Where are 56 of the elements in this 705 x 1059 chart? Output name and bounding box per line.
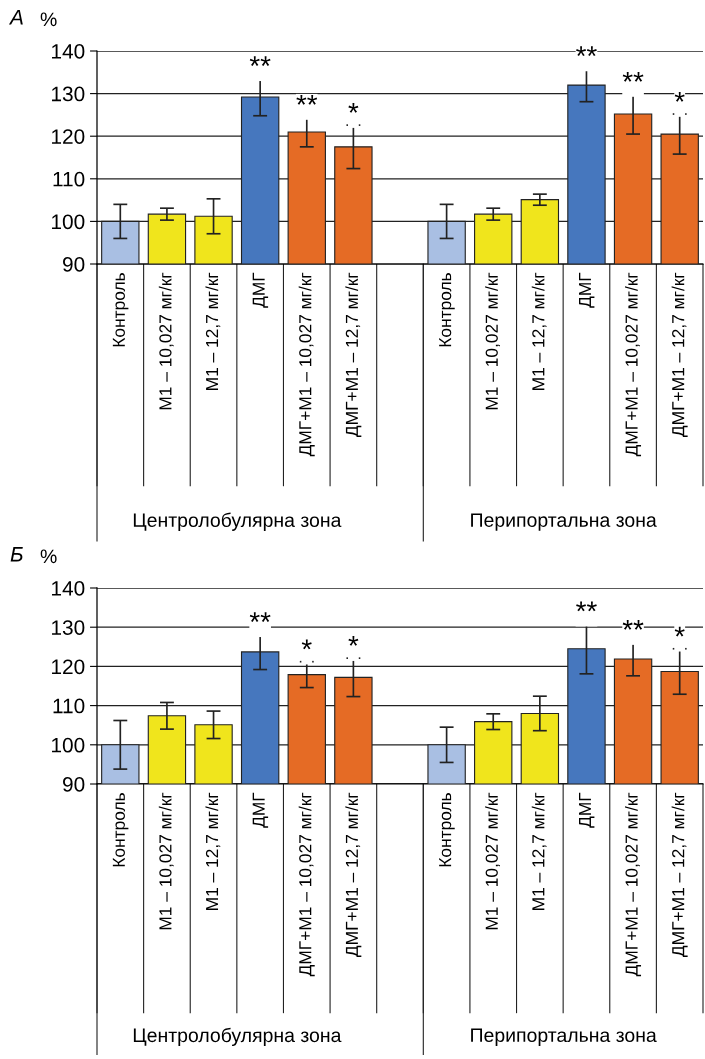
x-tick-label: ДМГ+М1 – 12,7 мг/кг bbox=[671, 792, 688, 958]
text: Перипортальна зона bbox=[471, 1028, 657, 1046]
y-tick-label: 110 bbox=[53, 171, 85, 187]
y-tick-label: 120 bbox=[52, 659, 85, 675]
x-tick-label: М1 – 10,027 мг/кг bbox=[158, 272, 174, 410]
x-tick-label: ДМГ+М1 – 12,7 мг/кг bbox=[345, 792, 362, 958]
x-tick-label: ДМГ bbox=[252, 272, 269, 308]
y-tick-label: 130 bbox=[52, 86, 85, 102]
x-tick-label: ДМГ+М1 – 10,027 мг/кг bbox=[624, 272, 642, 457]
data-label: * bbox=[348, 103, 359, 113]
y-axis-title: % bbox=[40, 549, 57, 564]
x-tick-label: Контроль bbox=[439, 793, 455, 867]
x-tick-label: М1 – 12,7 мг/кг bbox=[205, 792, 221, 910]
y-tick-label: 100 bbox=[52, 214, 85, 230]
x-tick-label: ДМГ bbox=[579, 792, 595, 828]
y-tick-label: 130 bbox=[52, 620, 85, 635]
y-tick-label: 90 bbox=[63, 777, 85, 792]
chart-title: Б bbox=[10, 547, 23, 562]
x-tick-label: ДМГ+М1 – 10,027 мг/кг bbox=[624, 792, 642, 977]
data-label: ** bbox=[296, 94, 318, 105]
y-tick-label: 140 bbox=[52, 44, 85, 59]
x-tick-label: ДМГ+М1 – 10,027 мг/кг bbox=[298, 272, 315, 457]
x-tick-label: ДМГ+М1 – 12,7 мг/кг bbox=[671, 272, 688, 438]
x-tick-label: М1 – 10,027 мг/кг bbox=[158, 792, 174, 930]
y-tick-label: 140 bbox=[52, 581, 85, 596]
y-tick-label: 100 bbox=[52, 737, 85, 753]
x-tick-label: Контроль bbox=[112, 793, 129, 867]
x-tick-label: Контроль bbox=[112, 273, 129, 347]
x-tick-label: М1 – 10,027 мг/кг bbox=[485, 792, 500, 930]
y-tick-label: 110 bbox=[53, 698, 85, 714]
data-label: * bbox=[674, 626, 685, 637]
y-tick-label: 120 bbox=[52, 129, 85, 144]
chart-title: А bbox=[8, 10, 23, 25]
data-label: ** bbox=[576, 46, 597, 57]
x-tick-label: ДМГ bbox=[579, 272, 595, 308]
x-tick-label: ДМГ+М1 – 12,7 мг/кг bbox=[345, 272, 362, 438]
data-label: * bbox=[674, 91, 685, 102]
x-tick-label: М1 – 12,7 мг/кг bbox=[205, 272, 221, 390]
y-tick-label: 90 bbox=[63, 257, 85, 272]
data-label: ** bbox=[622, 71, 644, 82]
data-label: ** bbox=[249, 56, 271, 66]
data-label: ** bbox=[249, 612, 271, 622]
data-label: * bbox=[348, 636, 359, 646]
text: Перипортальна зона bbox=[471, 513, 657, 531]
text: Центролобулярна зона bbox=[133, 1027, 342, 1046]
x-tick-label: М1 – 10,027 мг/кг bbox=[485, 272, 500, 410]
data-label: ** bbox=[576, 601, 597, 612]
x-tick-label: Контроль bbox=[439, 273, 455, 347]
y-axis-title: % bbox=[40, 12, 57, 27]
x-tick-label: ДМГ bbox=[252, 792, 269, 828]
data-label: * bbox=[301, 639, 312, 650]
x-tick-label: М1 – 12,7 мг/кг bbox=[531, 792, 547, 910]
text: Центролобулярна зона bbox=[133, 512, 342, 531]
x-tick-label: М1 – 12,7 мг/кг bbox=[531, 272, 547, 390]
data-label: ** bbox=[622, 620, 644, 630]
x-tick-label: ДМГ+М1 – 10,027 мг/кг bbox=[298, 792, 315, 977]
